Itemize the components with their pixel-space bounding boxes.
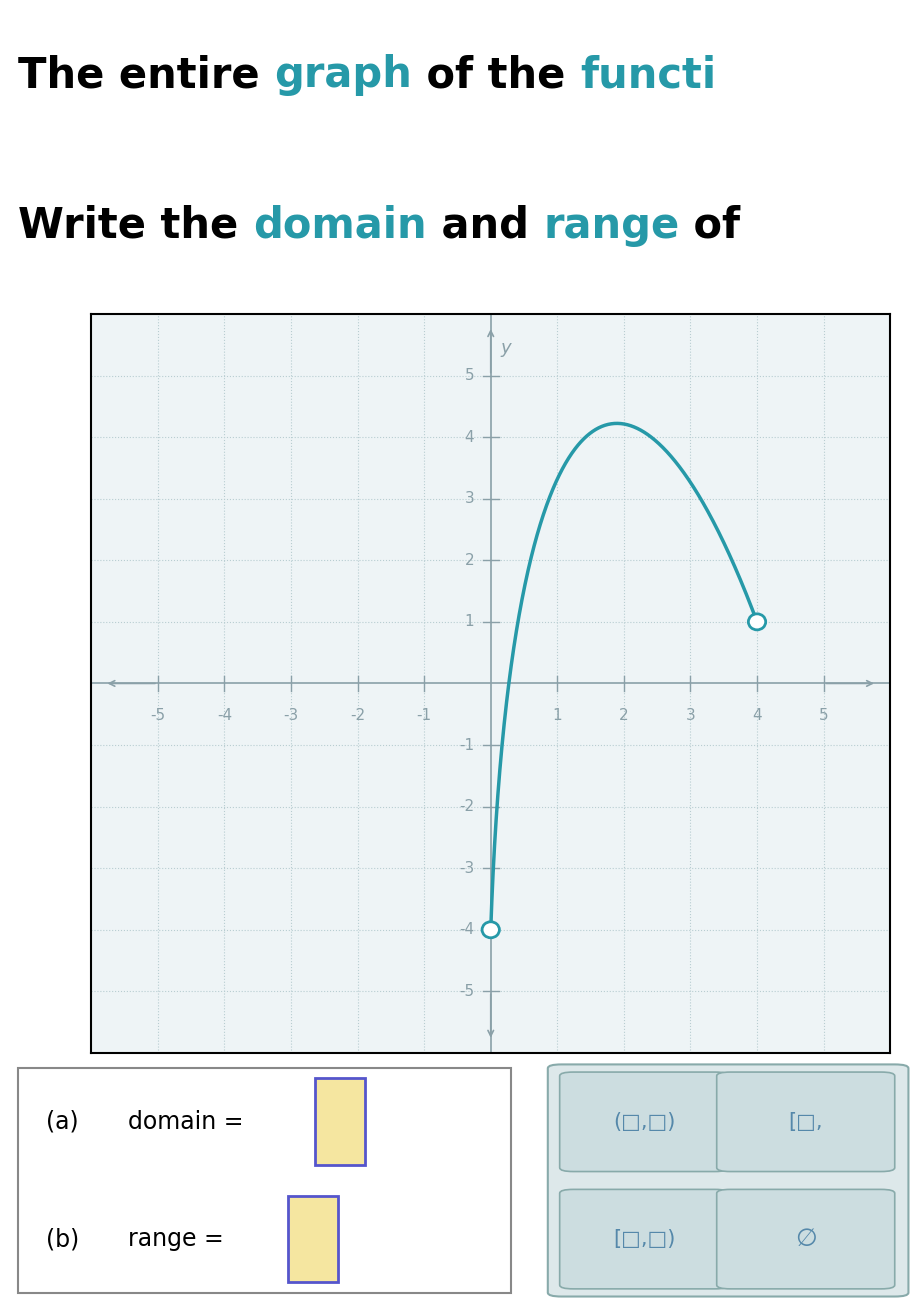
Text: 4: 4 bbox=[752, 708, 761, 723]
FancyBboxPatch shape bbox=[548, 1065, 908, 1296]
Circle shape bbox=[482, 922, 499, 938]
Text: [□,: [□, bbox=[789, 1112, 823, 1131]
FancyBboxPatch shape bbox=[560, 1073, 729, 1172]
FancyBboxPatch shape bbox=[717, 1189, 895, 1288]
Text: of: of bbox=[679, 204, 740, 247]
Text: domain =: domain = bbox=[128, 1109, 251, 1134]
Text: 5: 5 bbox=[465, 368, 474, 383]
Text: [□,□): [□,□) bbox=[613, 1230, 676, 1249]
Circle shape bbox=[749, 613, 766, 630]
FancyBboxPatch shape bbox=[18, 1069, 511, 1292]
Text: domain: domain bbox=[253, 204, 426, 247]
Text: (a): (a) bbox=[46, 1109, 79, 1134]
Text: functi: functi bbox=[580, 54, 717, 97]
Text: 3: 3 bbox=[686, 708, 696, 723]
Text: -1: -1 bbox=[459, 738, 474, 752]
Text: -2: -2 bbox=[350, 708, 365, 723]
Text: 2: 2 bbox=[619, 708, 629, 723]
Text: -5: -5 bbox=[459, 984, 474, 999]
Text: 2: 2 bbox=[465, 553, 474, 568]
Text: and: and bbox=[426, 204, 543, 247]
Text: 4: 4 bbox=[465, 429, 474, 445]
Text: 1: 1 bbox=[465, 615, 474, 629]
FancyBboxPatch shape bbox=[315, 1078, 365, 1165]
Text: -4: -4 bbox=[459, 922, 474, 938]
Text: ∅: ∅ bbox=[795, 1227, 816, 1252]
Text: -2: -2 bbox=[459, 799, 474, 814]
Text: graph: graph bbox=[275, 54, 413, 97]
Text: of the: of the bbox=[413, 54, 580, 97]
Text: -1: -1 bbox=[416, 708, 432, 723]
Text: -5: -5 bbox=[151, 708, 165, 723]
Text: 5: 5 bbox=[819, 708, 828, 723]
Text: Write the: Write the bbox=[18, 204, 253, 247]
Text: -3: -3 bbox=[459, 861, 474, 875]
FancyBboxPatch shape bbox=[560, 1189, 729, 1288]
Text: (□,□): (□,□) bbox=[613, 1112, 676, 1131]
Text: 3: 3 bbox=[465, 492, 474, 506]
Text: -3: -3 bbox=[283, 708, 299, 723]
Text: The entire: The entire bbox=[18, 54, 275, 97]
Text: (b): (b) bbox=[46, 1227, 79, 1252]
Text: range: range bbox=[543, 204, 679, 247]
FancyBboxPatch shape bbox=[717, 1073, 895, 1172]
Text: y: y bbox=[500, 339, 510, 357]
Text: -4: -4 bbox=[217, 708, 232, 723]
Text: 1: 1 bbox=[552, 708, 562, 723]
Text: range =: range = bbox=[128, 1227, 231, 1252]
FancyBboxPatch shape bbox=[288, 1196, 338, 1282]
